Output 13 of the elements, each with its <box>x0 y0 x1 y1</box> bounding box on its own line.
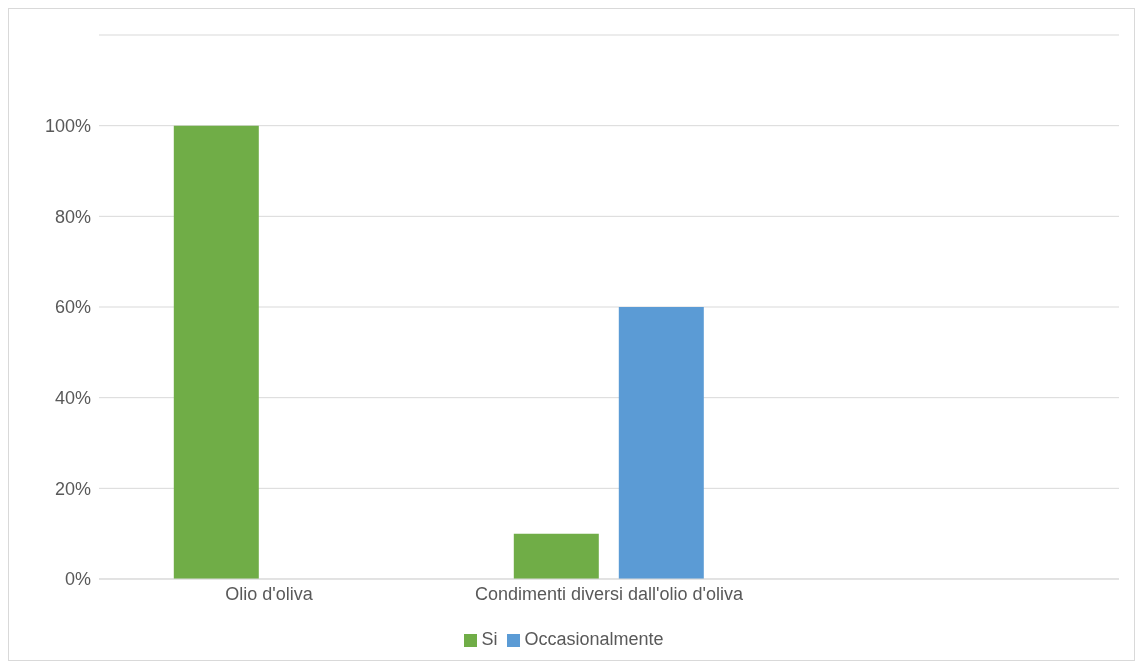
legend-label: Si <box>481 629 498 649</box>
y-tick-label: 100% <box>44 116 91 137</box>
bar <box>513 533 599 579</box>
bar <box>618 307 704 579</box>
y-tick-label: 20% <box>54 478 91 499</box>
y-tick-label: 40% <box>54 388 91 409</box>
legend-label: Occasionalmente <box>524 629 664 649</box>
y-tick-label: 80% <box>54 206 91 227</box>
y-tick-label: 60% <box>54 297 91 318</box>
x-tick-label: Condimenti diversi dall'olio d'oliva <box>474 583 744 604</box>
bar <box>173 125 259 579</box>
y-tick-label: 0% <box>64 569 91 590</box>
x-tick-label: Olio d'oliva <box>225 583 314 604</box>
